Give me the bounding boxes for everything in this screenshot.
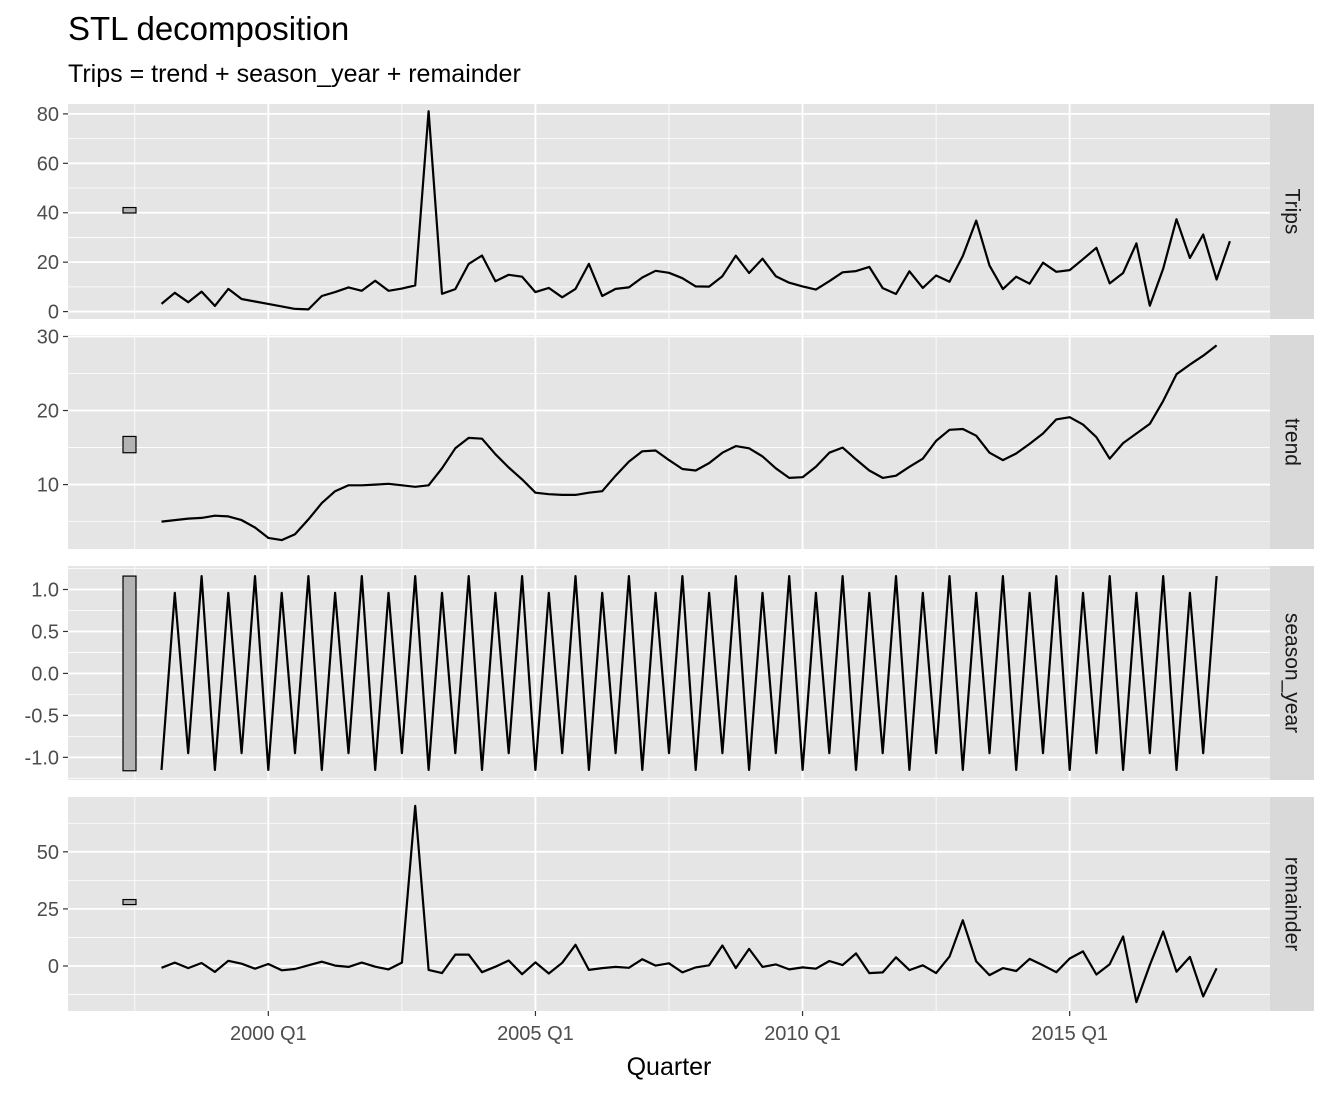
y-tick-label: 20: [37, 252, 59, 274]
series-line-season_year: [160, 574, 1218, 772]
scale-bar: [122, 435, 137, 454]
x-tick-label: 2005 Q1: [497, 1023, 574, 1045]
strip-background: [1270, 335, 1314, 549]
panel-season_year: -1.0 -0.5 0.0 0.5 1.0 season_year: [25, 566, 1314, 780]
y-tick-label: 0.5: [31, 621, 59, 643]
y-tick-label: 0: [48, 302, 59, 324]
series-line-trend: [161, 344, 1218, 542]
y-tick-label: 10: [37, 475, 59, 497]
chart-title: STL decomposition: [68, 10, 349, 47]
chart-subtitle: Trips = trend + season_year + remainder: [68, 60, 521, 88]
x-tick-label: 2015 Q1: [1031, 1023, 1108, 1045]
strip-background: [1270, 104, 1314, 319]
strip-label: season_year: [1281, 613, 1304, 733]
y-tick-label: 1.0: [31, 579, 59, 601]
x-axis: 2000 Q1 2005 Q1 2010 Q1 2015 Q1: [230, 1011, 1108, 1045]
series-line-Trips: [160, 110, 1231, 311]
panel-trend: 10 20 30 trend: [37, 326, 1314, 549]
y-tick-label: -1.0: [25, 747, 59, 769]
y-tick-label: 0.0: [31, 663, 59, 685]
y-tick-label: 40: [37, 203, 59, 225]
x-tick-label: 2010 Q1: [764, 1023, 841, 1045]
strip-label: remainder: [1281, 857, 1304, 952]
strip-background: [1270, 566, 1314, 780]
scale-bar: [122, 575, 137, 772]
panel-Trips: 0 20 40 60 80 Trips: [37, 104, 1314, 324]
y-tick-label: 60: [37, 153, 59, 175]
strip-label: trend: [1281, 418, 1304, 466]
scale-bar: [122, 206, 137, 214]
y-tick-label: 50: [37, 842, 59, 864]
panels-group: 0 20 40 60 80 Trips 10 20 30 trend -1.0 -0.5 0.0 0.5 1…: [25, 104, 1314, 1011]
panel-remainder: 0 25 50 remainder: [37, 797, 1314, 1011]
x-axis-title: Quarter: [627, 1053, 712, 1081]
y-tick-label: -0.5: [25, 705, 59, 727]
scale-bar: [122, 898, 137, 906]
y-tick-label: 30: [37, 326, 59, 348]
y-tick-label: 25: [37, 899, 59, 921]
strip-background: [1270, 797, 1314, 1011]
y-tick-label: 20: [37, 401, 59, 423]
y-tick-label: 80: [37, 104, 59, 126]
strip-label: Trips: [1281, 189, 1304, 235]
x-tick-label: 2000 Q1: [230, 1023, 307, 1045]
y-tick-label: 0: [48, 956, 59, 978]
series-line-remainder: [161, 804, 1218, 1004]
